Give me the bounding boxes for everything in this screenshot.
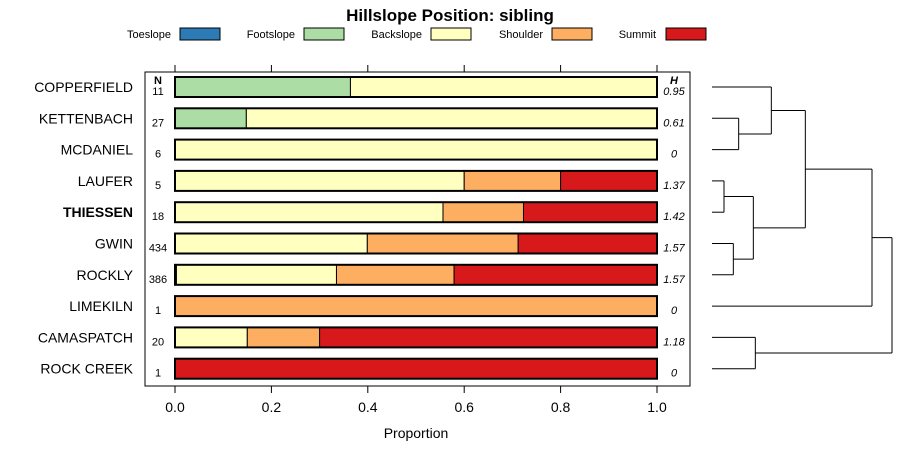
row-label: GWIN — [95, 236, 133, 252]
bar-segment-backslope — [174, 201, 444, 223]
row-n-value: 6 — [155, 149, 161, 161]
legend-swatch-toeslope — [179, 27, 221, 41]
row-h-value: 0 — [671, 368, 678, 380]
bar-outline — [174, 263, 658, 286]
bar-segment-shoulder — [335, 264, 455, 286]
bar-segment-summit — [522, 201, 658, 223]
row-h-value: 0 — [671, 149, 678, 161]
row-label: KETTENBACH — [39, 110, 133, 126]
x-tick-label: 1.0 — [647, 399, 667, 415]
bar-outline — [174, 76, 658, 98]
x-tick-label: 0.0 — [165, 399, 185, 415]
x-tick-label: 0.8 — [551, 399, 571, 415]
bar-segment-summit — [174, 358, 658, 380]
row-rock-creek: ROCK CREEK 1 0 — [40, 357, 678, 380]
x-tick-label: 0.6 — [454, 399, 474, 415]
bar-segment-backslope — [175, 264, 337, 286]
dendrogram — [712, 86, 893, 370]
row-label: COPPERFIELD — [34, 79, 133, 95]
legend-label-footslope: Footslope — [247, 29, 295, 41]
row-h-value: 0.61 — [663, 117, 684, 129]
x-axis-label: Proportion — [384, 425, 449, 441]
row-camaspatch: CAMASPATCH 20 1.18 — [38, 326, 686, 349]
bar-segment-shoulder — [366, 233, 519, 254]
bar-outline — [174, 326, 658, 349]
bar-segment-shoulder — [174, 295, 658, 317]
bar-outline — [174, 295, 658, 318]
x-axis: 0.0 0.2 0.4 0.6 0.8 1.0 — [165, 65, 667, 415]
row-mcdaniel: MCDANIEL 6 0 — [61, 138, 678, 161]
row-h-value: 0 — [671, 305, 678, 317]
row-h-value: 1.18 — [663, 336, 685, 348]
bar-segment-footslope — [174, 76, 351, 98]
x-tick-label: 0.4 — [358, 399, 378, 415]
row-n-value: 386 — [149, 274, 167, 286]
plot-frame — [144, 71, 691, 387]
legend-label-backslope: Backslope — [371, 29, 422, 41]
row-copperfield: COPPERFIELD 11 0.95 — [34, 76, 686, 98]
bar-segment-shoulder — [442, 201, 524, 223]
bar-segment-backslope — [174, 139, 658, 161]
row-n-value: 1 — [155, 368, 161, 380]
row-h-value: 1.42 — [663, 211, 684, 223]
row-n-value: 5 — [155, 180, 161, 192]
row-n-value: 27 — [152, 117, 164, 129]
row-h-value: 1.57 — [663, 274, 685, 286]
row-n-value: 18 — [152, 211, 164, 223]
h-column-header: H — [670, 75, 679, 87]
bar-segment-summit — [560, 170, 658, 192]
chart-title: Hillslope Position: sibling — [346, 6, 554, 25]
legend-swatch-summit — [665, 27, 707, 41]
bar-segment-shoulder — [463, 170, 562, 192]
row-limekiln: LIMEKILN 1 0 — [69, 295, 678, 318]
bar-segment-summit — [517, 233, 658, 254]
legend-label-summit: Summit — [619, 29, 656, 41]
bar-segment-backslope — [174, 170, 465, 192]
row-h-value: 0.95 — [663, 86, 685, 98]
row-label: THIESSEN — [63, 204, 133, 220]
row-label: ROCKLY — [76, 267, 133, 283]
row-kettenbach: KETTENBACH 27 0.61 — [39, 107, 685, 130]
row-label: ROCK CREEK — [40, 361, 133, 377]
legend-swatch-footslope — [303, 27, 345, 41]
row-gwin: GWIN 434 1.57 — [95, 232, 686, 255]
bar-segment-footslope — [174, 107, 247, 129]
bar-outline — [174, 201, 658, 224]
row-n-value: 1 — [155, 305, 161, 317]
legend: Toeslope Footslope Backslope Shoulder Summit — [127, 27, 707, 41]
legend-label-toeslope: Toeslope — [127, 29, 171, 41]
row-laufer: LAUFER 5 1.37 — [78, 169, 686, 192]
bar-segment-backslope — [174, 233, 368, 254]
row-h-value: 1.57 — [663, 243, 685, 255]
bar-segment-backslope — [245, 107, 658, 129]
row-label: LIMEKILN — [69, 298, 133, 314]
bar-outline — [174, 357, 658, 380]
legend-label-shoulder: Shoulder — [499, 29, 543, 41]
bar-outline — [174, 107, 658, 130]
row-label: MCDANIEL — [61, 142, 134, 158]
bar-outline — [174, 169, 658, 192]
legend-swatch-shoulder — [551, 27, 593, 41]
bar-outline — [174, 232, 658, 255]
bar-segment-summit — [319, 326, 658, 348]
row-rockly: ROCKLY 386 1.57 — [76, 263, 686, 286]
bar-segment-backslope — [174, 326, 248, 348]
row-n-value: 434 — [149, 243, 167, 255]
bar-segment-shoulder — [246, 326, 321, 348]
bar-segment-backslope — [349, 76, 658, 98]
x-tick-label: 0.2 — [262, 399, 282, 415]
bar-outline — [174, 138, 658, 161]
row-label: LAUFER — [78, 173, 133, 189]
row-n-value: 20 — [152, 336, 164, 348]
row-thiessen: THIESSEN 18 1.42 — [63, 201, 685, 224]
row-label: CAMASPATCH — [38, 329, 133, 345]
n-column-header: N — [154, 75, 162, 87]
row-n-value: 11 — [152, 86, 163, 98]
bar-segment-summit — [453, 264, 658, 286]
row-h-value: 1.37 — [663, 180, 685, 192]
legend-swatch-backslope — [430, 27, 472, 41]
